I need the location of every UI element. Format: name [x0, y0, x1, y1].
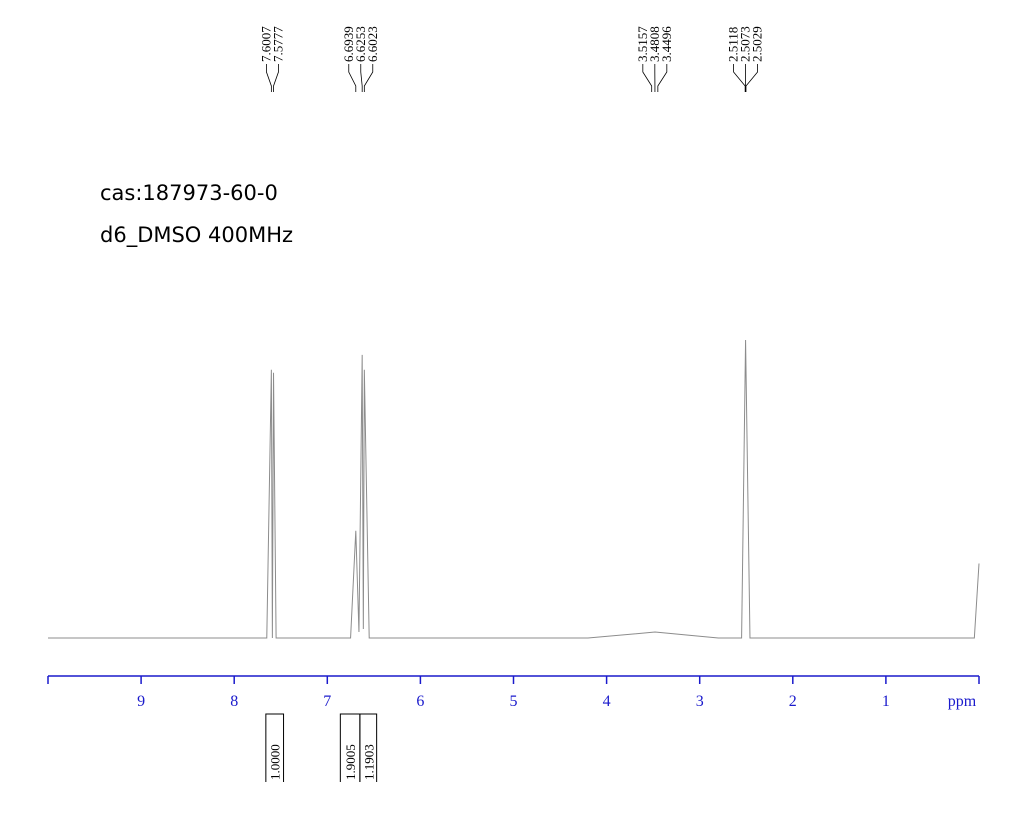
- peak-label: 6.6023: [365, 26, 380, 62]
- peak-leader: [348, 64, 357, 92]
- spectrum-line: [48, 339, 980, 639]
- x-tick-label: 3: [696, 693, 704, 710]
- peak-leader: [642, 64, 653, 92]
- peak-leader: [657, 64, 668, 92]
- peak-label: 2.5073: [738, 26, 753, 62]
- peak-label: 7.6007: [258, 26, 273, 62]
- integral-bracket: [265, 713, 285, 782]
- peak-leader: [266, 64, 272, 92]
- integral-label: 1.1903: [361, 744, 376, 780]
- peak-leader: [745, 64, 758, 92]
- peak-label: 2.5029: [750, 26, 765, 62]
- peak-label: 7.5777: [270, 26, 285, 62]
- peak-leader: [733, 64, 746, 92]
- peak-label: 3.4808: [647, 26, 662, 62]
- peak-label: 6.6939: [341, 26, 356, 62]
- peak-leader: [273, 64, 279, 92]
- integral-label: 1.9005: [343, 744, 358, 780]
- peak-label: 3.5157: [635, 26, 650, 62]
- x-tick-label: 1: [882, 693, 890, 710]
- x-tick-label: 7: [323, 693, 331, 710]
- peak-label: 6.6253: [353, 26, 368, 62]
- x-tick-label: 6: [416, 693, 424, 710]
- peak-leader: [360, 64, 363, 92]
- x-tick-label: 2: [789, 693, 797, 710]
- x-axis-label: ppm: [948, 693, 977, 710]
- x-tick-label: 4: [603, 693, 611, 710]
- integral-bracket: [359, 713, 378, 782]
- x-tick-label: 8: [230, 693, 238, 710]
- peak-label: 3.4496: [659, 26, 674, 62]
- integral-label: 1.0000: [268, 744, 283, 780]
- x-tick-label: 9: [137, 693, 145, 710]
- chart-subtitle: d6_DMSO 400MHz: [100, 223, 293, 248]
- peak-leader: [363, 64, 374, 92]
- chart-title: cas:187973-60-0: [100, 181, 278, 205]
- peak-label: 2.5118: [726, 27, 741, 62]
- x-tick-label: 5: [510, 693, 518, 710]
